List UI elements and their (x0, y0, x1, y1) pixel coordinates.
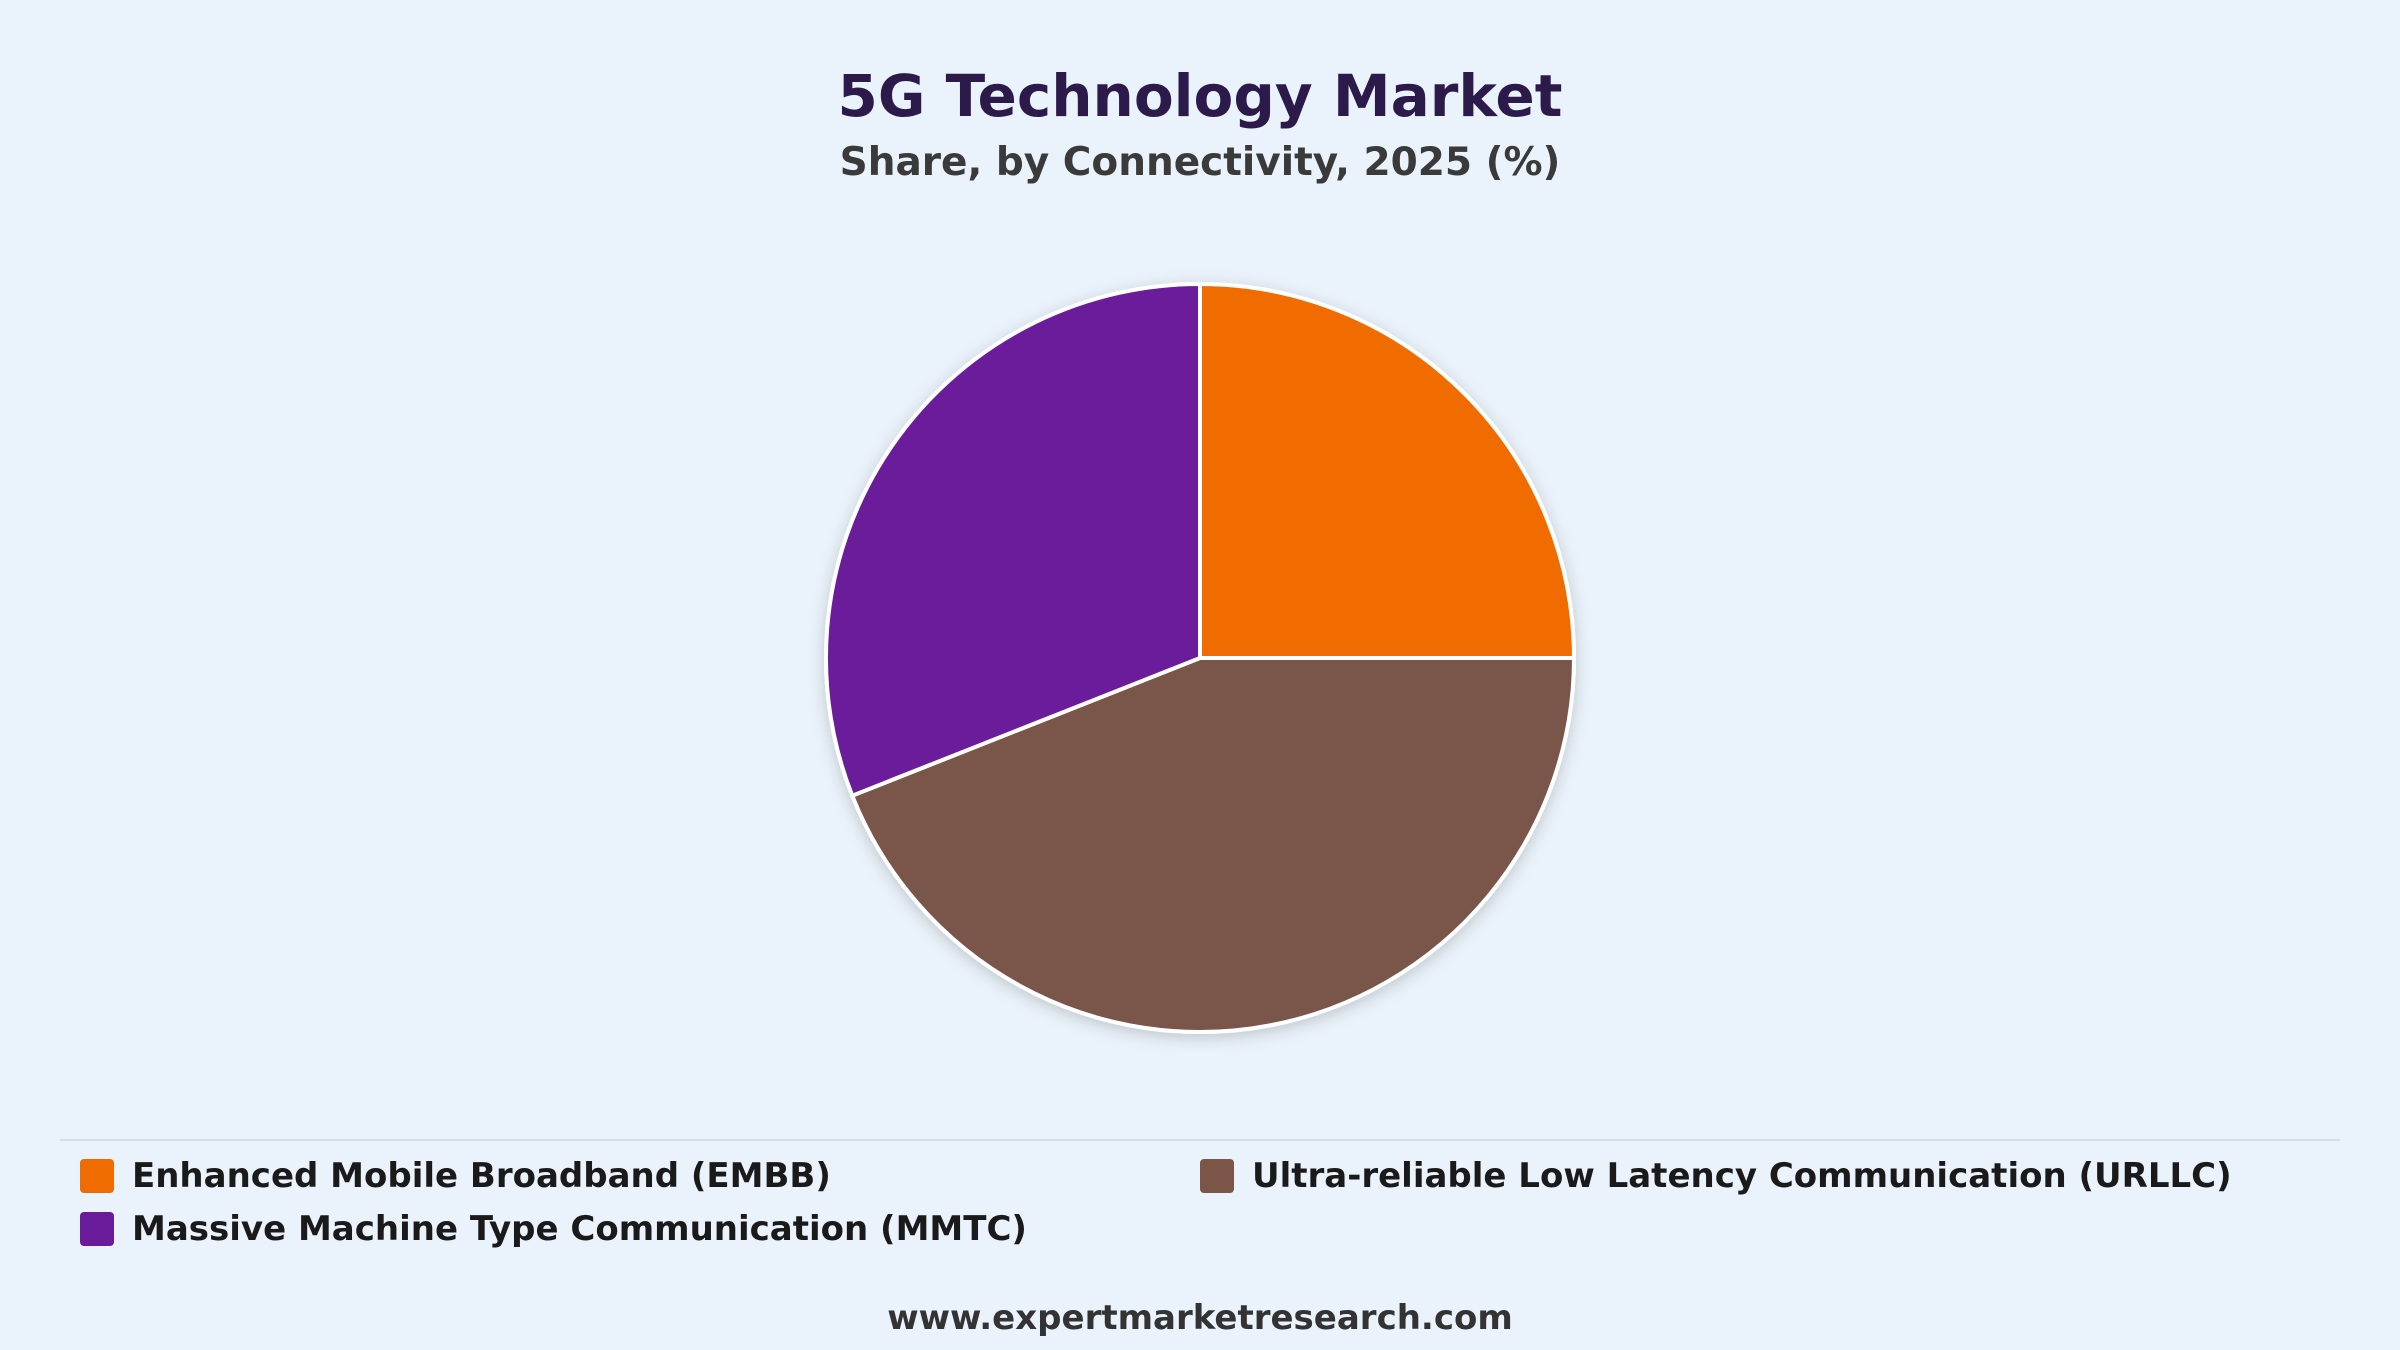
legend-divider (60, 1139, 2340, 1141)
legend-label-mmtc: Massive Machine Type Communication (MMTC… (132, 1209, 1027, 1249)
pie-slice-embb (1198, 282, 1576, 660)
legend-swatch-embb (80, 1159, 114, 1193)
legend-item-urllc: Ultra-reliable Low Latency Communication… (1200, 1154, 2232, 1198)
pie-slice-mmtc (823, 282, 1202, 798)
legend-label-urllc: Ultra-reliable Low Latency Communication… (1252, 1156, 2232, 1196)
legend-swatch-mmtc (80, 1212, 114, 1246)
source-url[interactable]: www.expertmarketresearch.com (887, 1298, 1513, 1338)
legend-label-embb: Enhanced Mobile Broadband (EMBB) (132, 1156, 831, 1196)
chart-subtitle: Share, by Connectivity, 2025 (%) (839, 140, 1561, 185)
pie-slice-urllc (850, 656, 1576, 1035)
legend-item-embb: Enhanced Mobile Broadband (EMBB) (80, 1154, 831, 1198)
legend-swatch-urllc (1200, 1159, 1234, 1193)
chart-title: 5G Technology Market (837, 62, 1563, 130)
legend-item-mmtc: Massive Machine Type Communication (MMTC… (80, 1207, 1027, 1251)
